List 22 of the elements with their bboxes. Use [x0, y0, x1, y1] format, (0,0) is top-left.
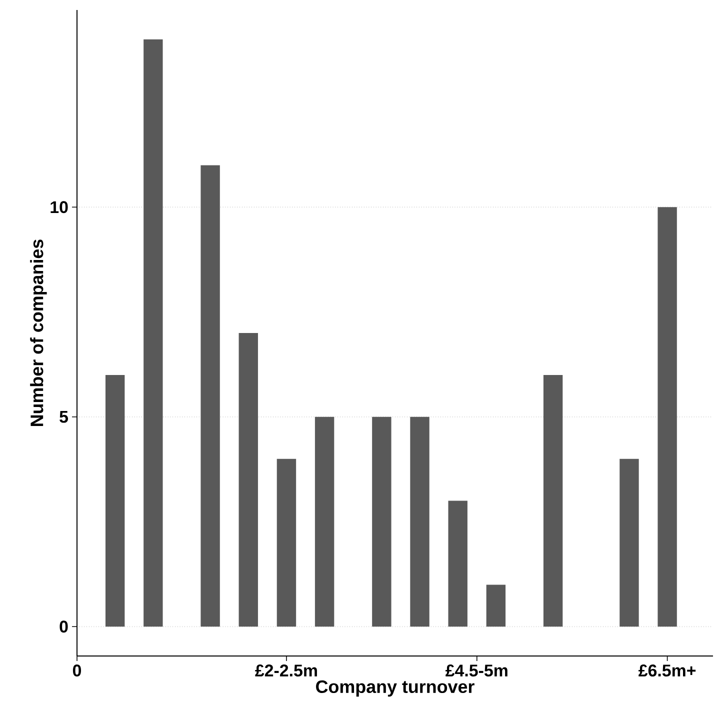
- bar: [543, 374, 563, 627]
- bar: [105, 374, 125, 627]
- y-axis-title: Number of companies: [30, 240, 47, 426]
- x-tick-label: 0: [72, 664, 82, 677]
- bar: [658, 207, 677, 627]
- y-tick-label: 0: [60, 620, 68, 633]
- x-tick-label: £2-2.5m: [255, 664, 317, 677]
- bar: [372, 416, 392, 627]
- bar: [144, 39, 163, 627]
- x-tick-label: £4.5-5m: [446, 664, 508, 677]
- bar: [486, 584, 506, 627]
- bar: [410, 416, 430, 627]
- bar: [448, 500, 468, 627]
- x-axis-title: Company turnover: [316, 680, 474, 697]
- bar: [620, 458, 639, 627]
- bar: [314, 416, 334, 627]
- bar: [200, 165, 220, 627]
- bar: [238, 332, 258, 627]
- x-tick-label: £6.5m+: [638, 664, 696, 677]
- y-tick-label: 10: [50, 201, 68, 214]
- bar: [276, 458, 296, 627]
- y-tick-label: 5: [60, 410, 68, 423]
